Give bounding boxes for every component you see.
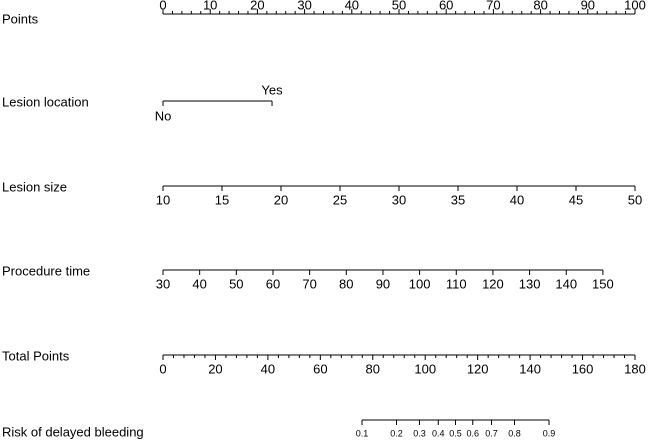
tick-label: 40 — [510, 192, 524, 207]
row-label: Points — [2, 11, 39, 26]
tick-label: 30 — [156, 276, 170, 291]
tick-label: 45 — [569, 192, 583, 207]
tick-label: 120 — [482, 276, 504, 291]
tick-label: 20 — [274, 192, 288, 207]
tick-label: 10 — [156, 192, 170, 207]
tick-label: 0.1 — [356, 428, 369, 438]
tick-label: 40 — [261, 361, 275, 376]
tick-label: 70 — [486, 0, 500, 12]
tick-label: 25 — [333, 192, 347, 207]
tick-label: 150 — [592, 276, 614, 291]
tick-label: 50 — [628, 192, 642, 207]
tick-label: 0.6 — [467, 428, 480, 438]
tick-label: 100 — [414, 361, 436, 376]
tick-label: 60 — [439, 0, 453, 12]
tick-label: 130 — [519, 276, 541, 291]
tick-label: 40 — [192, 276, 206, 291]
tick-label: 30 — [392, 192, 406, 207]
tick-label: 80 — [339, 276, 353, 291]
tick-label: 0.2 — [390, 428, 403, 438]
tick-label: 90 — [376, 276, 390, 291]
row-label: Procedure time — [2, 263, 90, 278]
tick-label: 120 — [467, 361, 489, 376]
tick-label: 100 — [409, 276, 431, 291]
tick-label: 70 — [302, 276, 316, 291]
tick-label: 140 — [519, 361, 541, 376]
tick-label: 0.7 — [485, 428, 498, 438]
category-label: Yes — [261, 82, 283, 97]
tick-label: 100 — [624, 0, 646, 12]
row-label: Total Points — [2, 348, 70, 363]
tick-label: 0.3 — [413, 428, 426, 438]
tick-label: 0 — [159, 0, 166, 12]
tick-label: 140 — [555, 276, 577, 291]
row-label: Lesion location — [2, 94, 89, 109]
row-label: Lesion size — [2, 179, 67, 194]
tick-label: 40 — [345, 0, 359, 12]
tick-label: 15 — [215, 192, 229, 207]
tick-label: 50 — [392, 0, 406, 12]
tick-label: 20 — [250, 0, 264, 12]
tick-label: 90 — [581, 0, 595, 12]
tick-label: 20 — [208, 361, 222, 376]
tick-label: 30 — [297, 0, 311, 12]
tick-label: 35 — [451, 192, 465, 207]
tick-label: 180 — [624, 361, 646, 376]
tick-label: 10 — [203, 0, 217, 12]
tick-label: 0.4 — [432, 428, 445, 438]
row-label: Risk of delayed bleeding — [2, 424, 144, 439]
tick-label: 60 — [313, 361, 327, 376]
tick-label: 60 — [266, 276, 280, 291]
tick-label: 0.8 — [508, 428, 521, 438]
tick-label: 0.9 — [543, 428, 556, 438]
category-label: No — [155, 108, 172, 123]
tick-label: 50 — [229, 276, 243, 291]
tick-label: 160 — [572, 361, 594, 376]
tick-label: 110 — [446, 276, 467, 291]
tick-label: 0.5 — [449, 428, 462, 438]
tick-label: 80 — [366, 361, 380, 376]
tick-label: 0 — [159, 361, 166, 376]
tick-label: 80 — [533, 0, 547, 12]
